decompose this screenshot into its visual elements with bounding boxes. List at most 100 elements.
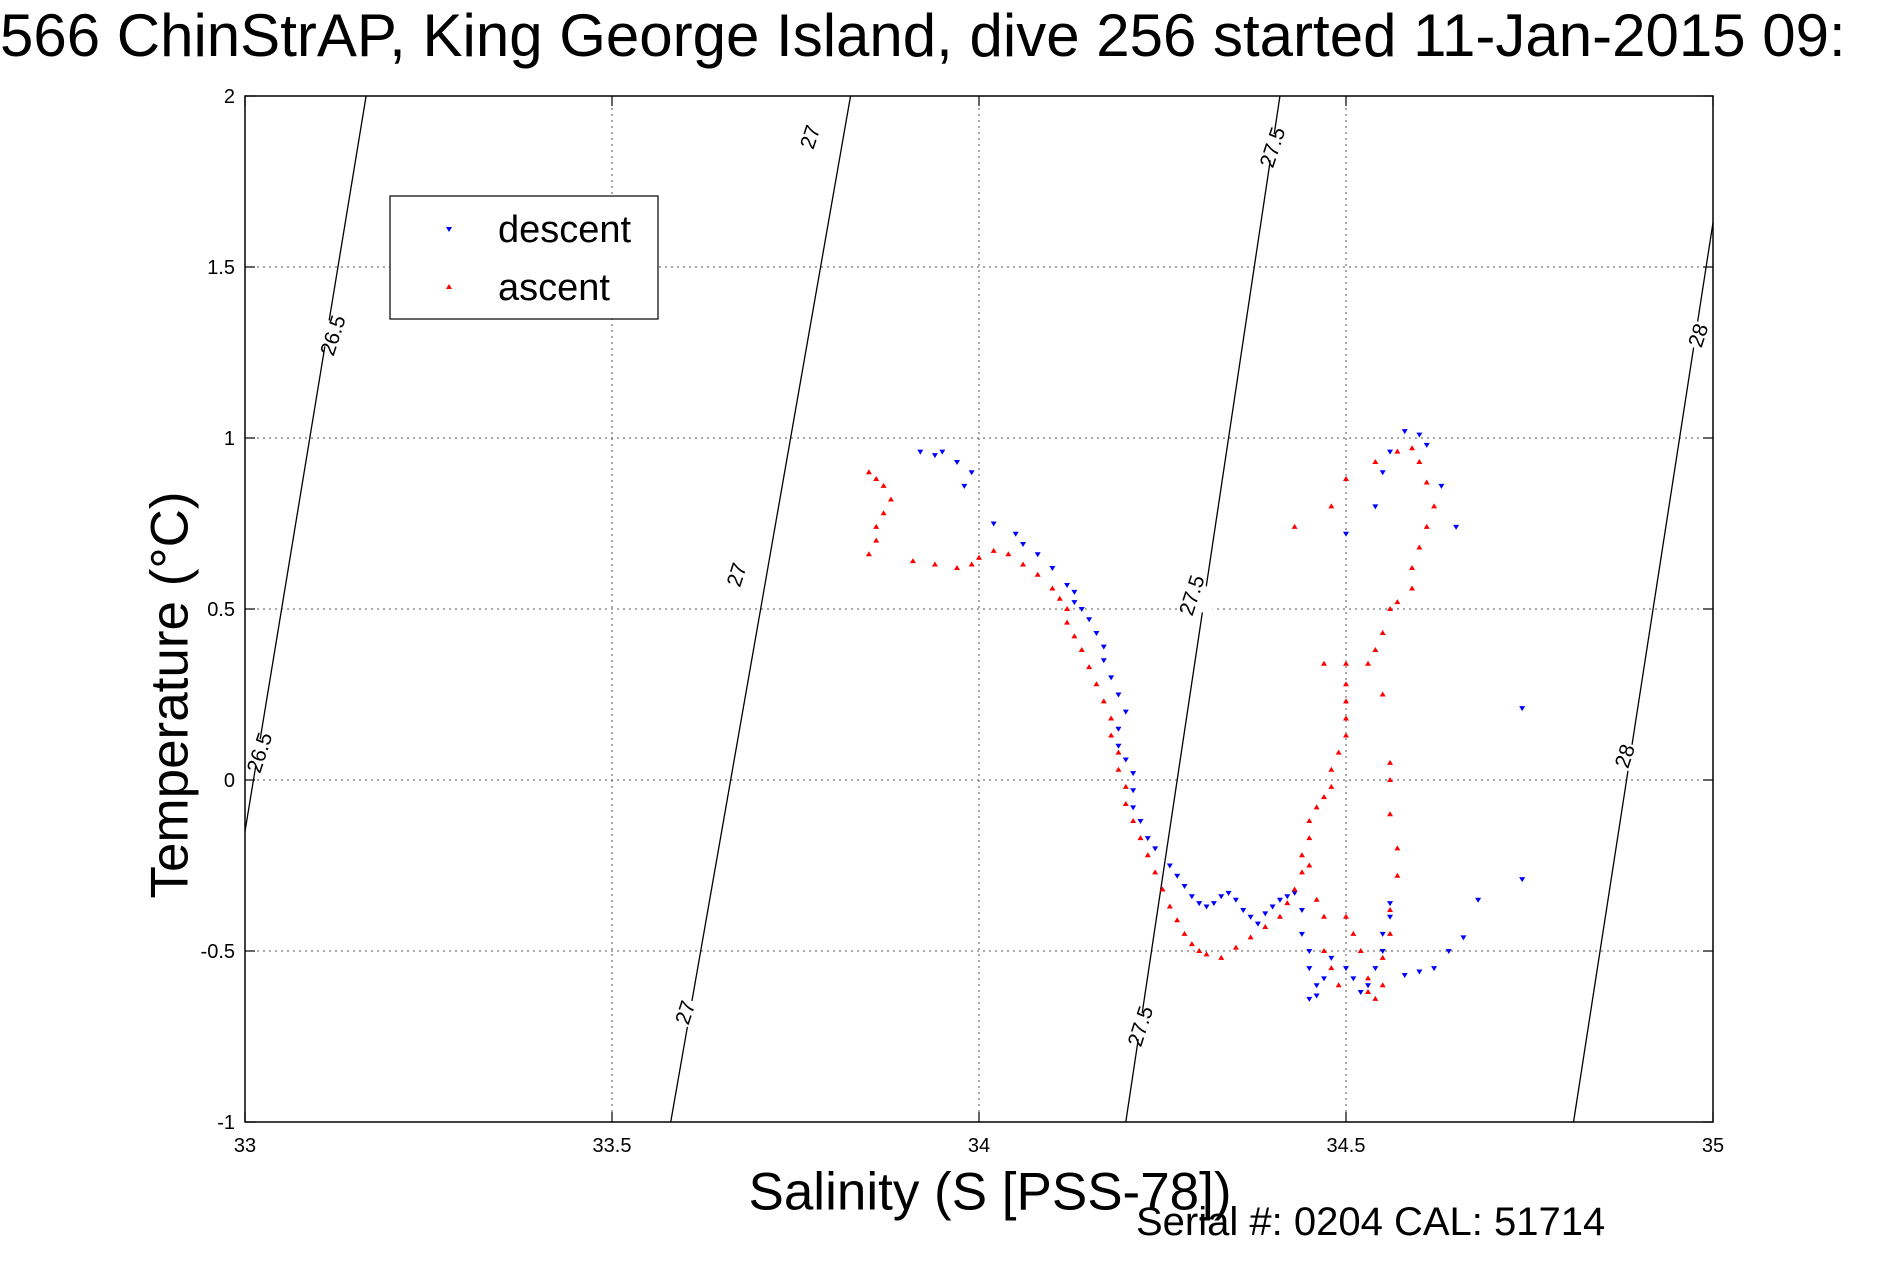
ascent-point [1115,749,1122,755]
ascent-point [1320,913,1327,919]
ascent-point [1343,476,1349,482]
ascent-point [1056,595,1063,601]
descent-point [1049,565,1056,571]
descent-point [1078,607,1085,612]
ascent-point [865,551,872,557]
ascent-point [1343,698,1349,704]
y-tick-label: -1 [217,1112,235,1134]
ascent-point [1086,664,1093,670]
descent-point [1218,894,1225,900]
ascent-point [909,558,916,564]
descent-point [1306,949,1313,954]
ascent-point [1416,544,1423,550]
descent-point [1130,788,1137,794]
descent-point [1100,644,1107,650]
descent-point [1460,935,1467,941]
ascent-point [1423,523,1430,529]
legend: descent ascent [389,195,659,320]
descent-point [1130,805,1137,811]
ascent-point [1166,903,1173,909]
ascent-point [1328,783,1335,789]
density-contour-28 [1572,222,1714,1123]
descent-point [1115,726,1122,732]
descent-point [1071,589,1078,595]
descent-point [1240,907,1247,913]
ascent-point [1020,561,1027,567]
descent-point [1115,692,1122,698]
descent-point [1379,949,1386,954]
descent-point [1379,470,1386,476]
descent-point [1291,890,1298,896]
descent-point [1020,542,1027,548]
serial-cal-footer: Serial #: 0204 CAL: 51714 [1136,1200,1606,1244]
ascent-point [1387,759,1394,765]
descent-point [1372,504,1379,510]
ascent-point [1064,619,1071,625]
descent-point [1357,990,1364,996]
ascent-point [873,537,880,543]
y-tick-label: -0.5 [201,941,235,963]
ascent-point [1005,551,1012,557]
ascent-point [1181,930,1188,936]
ascent-point [873,523,880,529]
descent-point [1012,531,1019,537]
ascent-point [1343,660,1349,666]
descent-point [1519,706,1526,712]
ascent-point [1379,691,1386,697]
ascent-point [1078,647,1085,653]
descent-point [1350,976,1357,982]
ascent-point [1320,948,1327,953]
descent-point [931,453,938,459]
ascent-point [1372,458,1379,464]
contour-label-bg [1165,575,1219,616]
ascent-point [1328,766,1335,772]
ascent-point [1387,606,1394,611]
ascent-point [1387,906,1394,912]
contour-label-bg [1671,315,1726,356]
descent-point [961,483,968,489]
ascent-point [1137,835,1144,841]
descent-point [1232,897,1239,903]
descent-point [1372,966,1379,972]
descent-point [1210,901,1217,907]
ascent-point [1387,930,1394,936]
ascent-point [873,476,880,482]
x-tick-label: 33.5 [593,1135,632,1157]
contour-label-bg [306,315,360,356]
ascent-point [1423,479,1430,485]
descent-point [1365,983,1372,989]
descent-point [1086,617,1093,623]
ascent-point [1291,886,1298,892]
descent-point [1254,921,1261,927]
ascent-point [1343,913,1349,919]
ascent-point [1387,811,1394,817]
ascent-point [1379,982,1386,988]
descent-point [1306,996,1313,1002]
ascent-point [1343,681,1349,687]
descent-point [1343,531,1349,537]
ascent-point [1335,749,1342,755]
legend-marker-ascent [446,284,452,289]
ascent-point [880,482,887,488]
ascent-point [1379,954,1386,960]
ascent-point [990,547,997,553]
ascent-point [1365,660,1372,666]
ascent-point [1328,965,1335,971]
descent-point [1284,894,1291,900]
legend-label-ascent: ascent [498,267,610,309]
ascent-point [1276,913,1283,919]
contour-label-bg [1245,127,1300,168]
descent-point [1262,911,1269,917]
ascent-point [1152,869,1159,875]
ascent-point [1394,872,1401,878]
ascent-point [1108,732,1115,738]
y-tick-label: 0 [224,770,235,792]
ascent-point [1409,585,1416,591]
ascent-point [976,554,982,560]
x-tick-label: 33 [234,1135,256,1157]
ascent-point [1394,448,1401,454]
descent-point [1122,709,1129,715]
ascent-point [1174,917,1181,923]
descent-point [1152,846,1159,852]
